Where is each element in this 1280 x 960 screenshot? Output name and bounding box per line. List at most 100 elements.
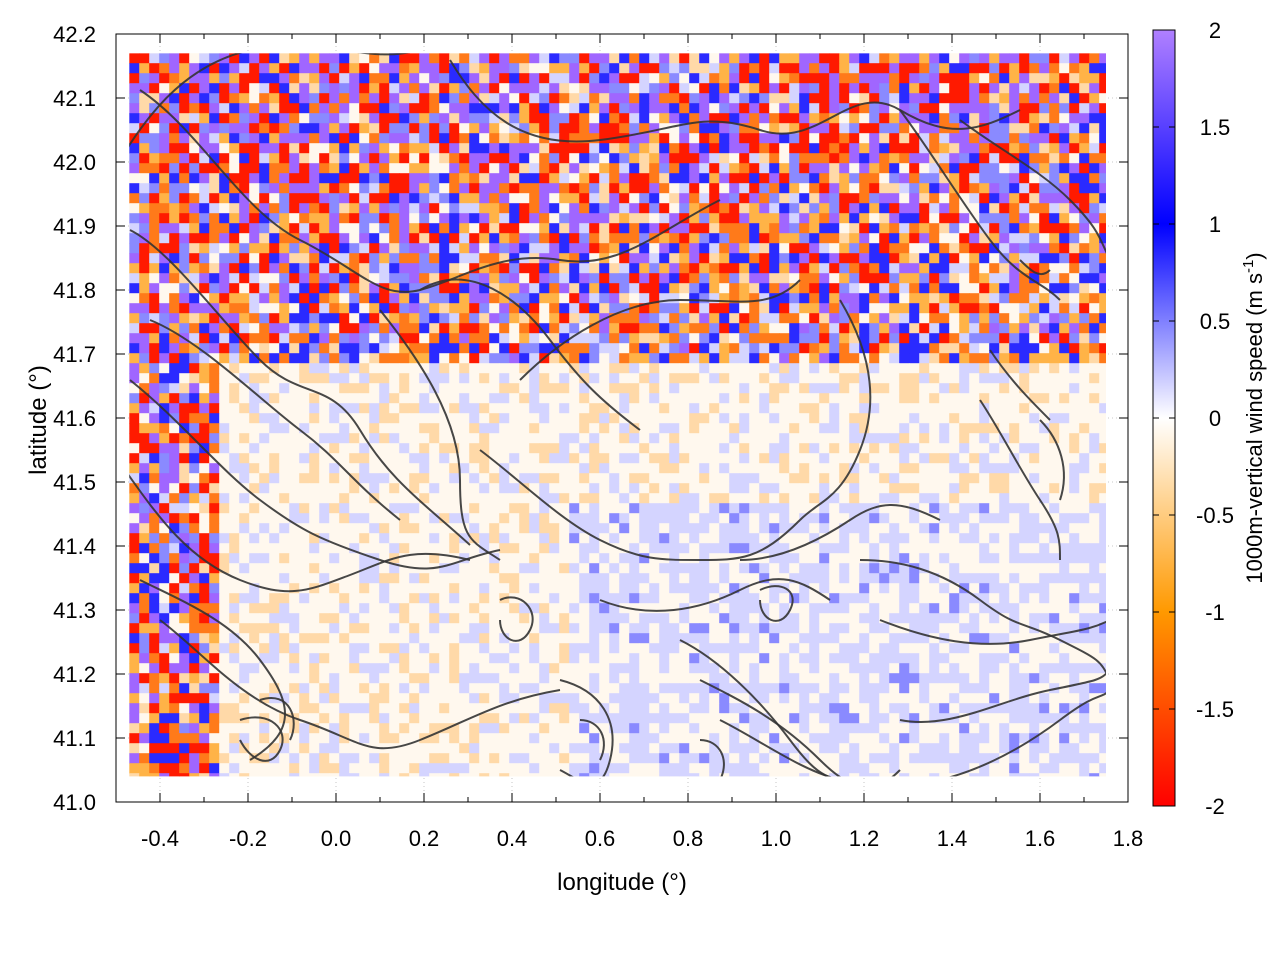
- field-cell: [849, 503, 860, 514]
- field-cell: [779, 163, 790, 174]
- field-cell: [129, 63, 140, 74]
- field-cell: [539, 103, 550, 114]
- field-cell: [689, 123, 700, 134]
- field-cell: [1069, 483, 1080, 494]
- field-cell: [189, 413, 200, 424]
- field-cell: [839, 423, 850, 434]
- field-cell: [889, 393, 900, 404]
- field-cell: [1029, 323, 1040, 334]
- field-cell: [309, 453, 320, 464]
- field-cell: [659, 403, 670, 414]
- field-cell: [999, 373, 1010, 384]
- field-cell: [499, 133, 510, 144]
- field-cell: [509, 433, 520, 444]
- field-cell: [1009, 473, 1020, 484]
- field-cell: [1069, 313, 1080, 324]
- field-cell: [459, 183, 470, 194]
- field-cell: [289, 253, 300, 264]
- field-cell: [189, 83, 200, 94]
- field-cell: [579, 243, 590, 254]
- field-cell: [879, 493, 890, 504]
- field-cell: [689, 333, 700, 344]
- field-cell: [919, 453, 930, 464]
- field-cell: [339, 133, 350, 144]
- field-cell: [569, 153, 580, 164]
- field-cell: [319, 63, 330, 74]
- field-cell: [759, 163, 770, 174]
- field-cell: [149, 223, 160, 234]
- field-cell: [709, 243, 720, 254]
- field-cell: [719, 73, 730, 84]
- field-cell: [349, 133, 360, 144]
- field-cell: [719, 133, 730, 144]
- field-cell: [199, 73, 210, 84]
- field-cell: [189, 373, 200, 384]
- field-cell: [539, 343, 550, 354]
- field-cell: [919, 433, 930, 444]
- field-cell: [519, 493, 530, 504]
- field-cell: [939, 133, 950, 144]
- field-cell: [769, 333, 780, 344]
- field-cell: [199, 273, 210, 284]
- field-cell: [879, 143, 890, 154]
- field-cell: [689, 73, 700, 84]
- field-cell: [1099, 233, 1106, 244]
- field-cell: [449, 363, 460, 374]
- field-cell: [429, 323, 440, 334]
- field-cell: [189, 483, 200, 494]
- field-cell: [379, 373, 390, 384]
- field-cell: [299, 133, 310, 144]
- field-cell: [229, 53, 240, 64]
- field-cell: [699, 263, 710, 274]
- field-cell: [709, 343, 720, 354]
- field-cell: [379, 473, 390, 484]
- field-cell: [189, 363, 200, 374]
- field-cell: [369, 403, 380, 414]
- field-cell: [869, 213, 880, 224]
- field-cell: [259, 243, 270, 254]
- field-cell: [229, 383, 240, 394]
- field-cell: [299, 543, 310, 554]
- field-cell: [189, 343, 200, 354]
- field-cell: [729, 113, 740, 124]
- field-cell: [129, 233, 140, 244]
- field-cell: [909, 433, 920, 444]
- field-cell: [339, 203, 350, 214]
- field-cell: [989, 183, 1000, 194]
- field-cell: [309, 463, 320, 474]
- field-cell: [1099, 243, 1106, 254]
- field-cell: [169, 453, 180, 464]
- field-cell: [409, 523, 420, 534]
- field-cell: [999, 203, 1010, 214]
- field-cell: [449, 213, 460, 224]
- field-cell: [259, 53, 270, 64]
- field-cell: [739, 493, 750, 504]
- field-cell: [149, 483, 160, 494]
- field-cell: [149, 403, 160, 414]
- field-cell: [779, 313, 790, 324]
- field-cell: [899, 433, 910, 444]
- field-cell: [159, 373, 170, 384]
- field-cell: [299, 463, 310, 474]
- field-cell: [619, 423, 630, 434]
- field-cell: [309, 323, 320, 334]
- field-cell: [1059, 333, 1070, 344]
- field-cell: [179, 133, 190, 144]
- field-cell: [569, 313, 580, 324]
- field-cell: [789, 133, 800, 144]
- field-cell: [1049, 493, 1060, 504]
- field-cell: [329, 323, 340, 334]
- field-cell: [599, 73, 610, 84]
- field-cell: [749, 283, 760, 294]
- field-cell: [209, 313, 220, 324]
- field-cell: [539, 223, 550, 234]
- field-cell: [489, 213, 500, 224]
- field-cell: [379, 213, 390, 224]
- field-cell: [979, 503, 990, 514]
- field-cell: [379, 93, 390, 104]
- field-cell: [179, 213, 190, 224]
- field-cell: [659, 73, 670, 84]
- field-cell: [199, 223, 210, 234]
- field-cell: [399, 243, 410, 254]
